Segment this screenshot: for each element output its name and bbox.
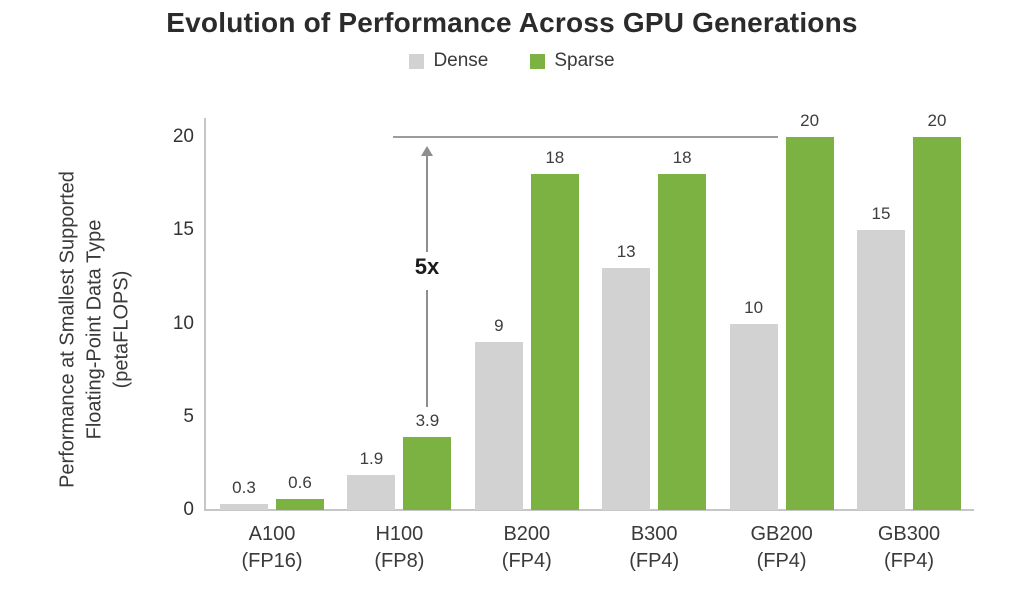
x-axis-label-name: GB200: [750, 523, 813, 545]
x-axis-label-name: B200: [503, 523, 551, 545]
y-tick-label-15: 15: [172, 219, 194, 241]
bar-sparse-a100: [276, 498, 324, 510]
x-axis-label-datatype: (FP4): [756, 550, 807, 572]
bar-value-label: 9: [494, 316, 504, 336]
x-axis-label-datatype: (FP4): [501, 550, 552, 572]
y-axis-title-line-2: Floating-Point Data Type: [83, 219, 106, 440]
bar-value-label: 20: [800, 111, 820, 130]
x-axis-line: [204, 509, 974, 511]
bar-value-label: 13: [616, 241, 636, 261]
annotation-arrowhead-icon: [421, 146, 433, 156]
bar-dense-h100: [347, 474, 396, 510]
legend: Dense Sparse: [0, 50, 1024, 72]
y-tick-label-0: 0: [183, 499, 194, 520]
y-axis-title-line-1: Performance at Smallest Supported: [56, 171, 79, 488]
annotation-multiplier-label: 5x: [414, 254, 440, 279]
legend-swatch-dense: [409, 53, 425, 69]
bar-sparse-gb200: [785, 137, 834, 510]
x-axis-label-name: H100: [375, 523, 424, 545]
x-axis-label-h100: H100 (FP8): [334, 521, 464, 575]
y-tick-label-5: 5: [183, 405, 194, 427]
x-axis-label-gb300: GB300 (FP4): [844, 521, 974, 575]
x-axis-label-datatype: (FP8): [374, 550, 425, 572]
y-tick-label-10: 10: [172, 312, 194, 334]
legend-item-dense: Dense: [409, 50, 488, 72]
x-axis-label-datatype: (FP4): [629, 550, 680, 572]
x-axis-label-name: GB300: [877, 523, 941, 545]
x-axis-label-gb200: GB200 (FP4): [717, 521, 847, 575]
bar-value-label: 0.3: [232, 478, 256, 498]
legend-label: Sparse: [554, 50, 615, 71]
bar-dense-gb200: [729, 323, 778, 510]
bar-dense-gb300: [857, 230, 905, 510]
y-axis-title-line-3: (petaFLOPS): [110, 270, 133, 389]
x-axis-label-a100: A100 (FP16): [207, 521, 337, 575]
annotation-arrow-shaft-upper: [426, 155, 428, 252]
bar-dense-b300: [602, 267, 651, 510]
x-axis-label-datatype: (FP4): [884, 550, 934, 572]
x-axis-label-datatype: (FP16): [241, 550, 303, 572]
bar-value-label: 1.9: [359, 448, 384, 468]
bar-value-label: 20: [927, 111, 947, 130]
x-axis-label-name: A100: [248, 523, 296, 545]
y-axis-line: [204, 118, 206, 510]
legend-swatch-sparse: [530, 53, 546, 69]
bar-value-label: 15: [871, 204, 891, 224]
x-axis-label-b300: B300 (FP4): [589, 521, 719, 575]
bar-value-label: 3.9: [415, 411, 440, 431]
bar-value-label: 18: [545, 148, 565, 168]
annotation-arrow-shaft-lower: [426, 290, 428, 407]
bar-dense-b200: [474, 342, 523, 510]
bar-value-label: 10: [744, 297, 764, 317]
y-tick-label-20: 20: [172, 126, 194, 147]
bar-sparse-gb300: [913, 137, 961, 510]
bar-sparse-b300: [658, 174, 707, 510]
x-axis-label-name: B300: [630, 523, 678, 545]
bar-value-label: 18: [672, 148, 692, 168]
bar-value-label: 0.6: [288, 472, 312, 492]
bar-sparse-b200: [530, 174, 579, 510]
x-axis-label-b200: B200 (FP4): [462, 521, 592, 575]
legend-label: Dense: [433, 50, 489, 71]
bar-dense-a100: [220, 504, 268, 510]
chart-title: Evolution of Performance Across GPU Gene…: [166, 7, 858, 38]
bar-sparse-h100: [403, 437, 452, 510]
legend-item-sparse: Sparse: [530, 50, 615, 72]
annotation-reference-line: [393, 136, 778, 138]
